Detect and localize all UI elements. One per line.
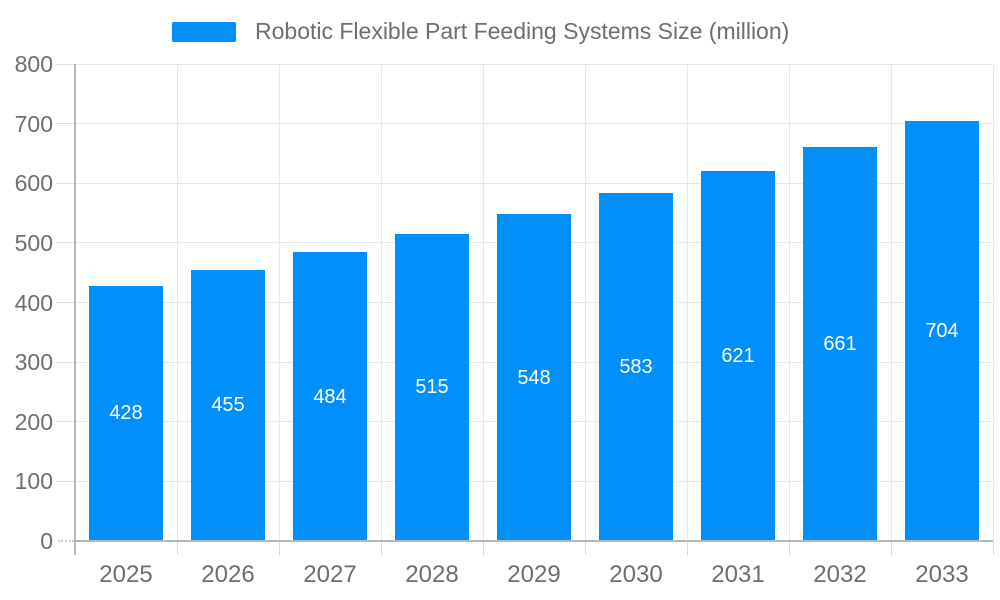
x-axis-tick — [788, 541, 790, 555]
y-axis-tick — [56, 421, 75, 423]
y-axis-label: 100 — [14, 468, 53, 495]
x-axis-tick — [890, 541, 892, 555]
bar-value-label: 661 — [823, 332, 857, 355]
bar-value-label: 704 — [925, 320, 959, 343]
bar-value-label: 428 — [109, 402, 143, 425]
x-axis-tick — [482, 541, 484, 555]
x-axis-label: 2031 — [711, 561, 765, 588]
x-axis-label: 2027 — [303, 561, 357, 588]
y-axis-tick — [56, 242, 75, 244]
legend-label: Robotic Flexible Part Feeding Systems Si… — [255, 18, 790, 44]
y-axis-tick — [56, 182, 75, 184]
bar-value-label: 583 — [619, 356, 653, 379]
x-axis-tick — [278, 541, 280, 555]
y-axis-tick — [56, 302, 75, 303]
h-gridline — [75, 123, 993, 125]
v-gridline — [992, 64, 994, 541]
bar-2029[interactable] — [497, 214, 571, 540]
v-gridline — [176, 64, 178, 541]
y-axis-label: 800 — [14, 51, 53, 77]
x-axis-label: 2029 — [507, 561, 561, 588]
v-gridline — [890, 64, 892, 541]
y-axis-label: 300 — [14, 349, 53, 376]
v-gridline — [788, 64, 790, 541]
bar-2026[interactable] — [191, 269, 265, 540]
x-axis-label: 2032 — [813, 561, 867, 588]
y-axis-tick — [56, 361, 75, 363]
bar-2025[interactable] — [89, 285, 163, 540]
bar-2027[interactable] — [293, 252, 367, 540]
h-gridline — [75, 182, 993, 184]
bar-2033[interactable] — [905, 121, 979, 540]
y-axis-tick — [56, 123, 75, 125]
bar-value-label: 515 — [415, 376, 449, 399]
x-axis-tick — [686, 541, 688, 555]
y-axis-line — [73, 64, 76, 555]
y-axis-zero-tick — [58, 540, 74, 542]
y-axis-label: 200 — [14, 408, 53, 435]
bar-2032[interactable] — [803, 146, 877, 540]
v-gridline — [380, 64, 382, 541]
bar-value-label: 548 — [517, 366, 551, 389]
x-axis-label: 2028 — [405, 561, 459, 588]
v-gridline — [686, 64, 688, 541]
x-axis-tick — [176, 541, 178, 555]
y-axis-label: 600 — [14, 170, 53, 197]
x-axis-tick — [584, 541, 586, 555]
y-axis-tick — [56, 63, 75, 65]
x-axis-line — [75, 540, 993, 542]
x-axis-label: 2025 — [99, 561, 153, 588]
y-axis-label: 500 — [14, 229, 53, 256]
x-axis-label: 2026 — [201, 561, 255, 588]
v-gridline — [278, 64, 280, 541]
bar-2030[interactable] — [599, 193, 673, 540]
v-gridline — [584, 64, 586, 541]
h-gridline — [75, 63, 993, 65]
x-axis-label: 2033 — [915, 561, 969, 588]
y-axis-label: 700 — [14, 110, 53, 137]
x-axis-label: 2030 — [609, 561, 663, 588]
y-axis-label: 0 — [40, 528, 53, 554]
bar-value-label: 484 — [313, 385, 347, 408]
y-axis-tick — [56, 480, 75, 482]
y-axis-label: 400 — [14, 289, 53, 316]
bar-2031[interactable] — [701, 170, 775, 540]
v-gridline — [482, 64, 484, 541]
legend-item[interactable]: Robotic Flexible Part Feeding Systems Si… — [172, 18, 789, 45]
x-axis-tick — [380, 541, 382, 555]
x-axis-tick — [992, 541, 994, 555]
bar-value-label: 621 — [721, 344, 755, 367]
legend-marker-swatch — [172, 21, 236, 42]
bar-2028[interactable] — [395, 233, 469, 540]
bar-value-label: 455 — [211, 394, 245, 417]
